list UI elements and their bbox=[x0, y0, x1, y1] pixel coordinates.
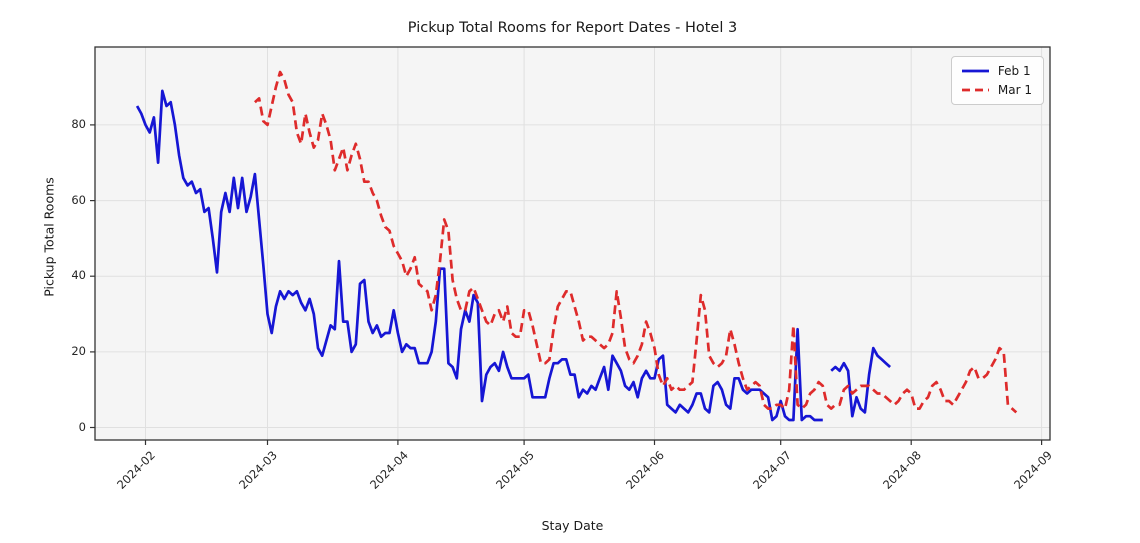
y-tick-label: 20 bbox=[71, 343, 86, 358]
plot-background bbox=[95, 47, 1050, 440]
y-tick-label: 60 bbox=[71, 192, 86, 207]
y-tick-label: 80 bbox=[71, 116, 86, 131]
y-axis-label: Pickup Total Rooms bbox=[41, 177, 57, 297]
legend-label-mar1: Mar 1 bbox=[997, 83, 1032, 97]
axes-spines bbox=[94, 46, 1051, 441]
legend-item-feb1: Feb 1 bbox=[961, 64, 1032, 78]
series-line-feb1 bbox=[135, 89, 892, 422]
legend-label-feb1: Feb 1 bbox=[997, 64, 1031, 78]
legend-item-mar1: Mar 1 bbox=[961, 83, 1032, 97]
series-line-mar1 bbox=[253, 70, 1018, 414]
legend-dashed-line-icon bbox=[961, 88, 989, 92]
chart-title: Pickup Total Rooms for Report Dates - Ho… bbox=[407, 20, 738, 36]
legend-solid-line-icon bbox=[961, 69, 989, 73]
y-tick-label: 0 bbox=[78, 419, 86, 434]
x-axis-label: Stay Date bbox=[541, 518, 604, 533]
legend: Feb 1 Mar 1 bbox=[950, 56, 1044, 105]
y-tick-label: 40 bbox=[71, 268, 86, 283]
